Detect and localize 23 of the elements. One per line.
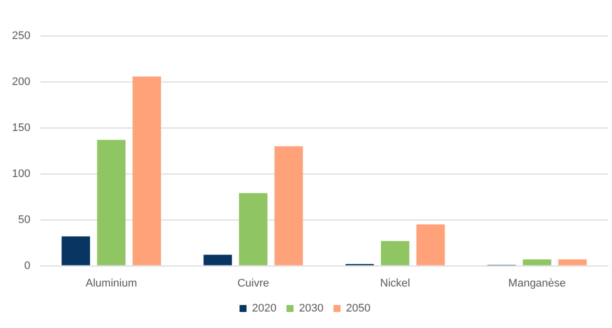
bar: [558, 259, 587, 266]
x-tick-label: Nickel: [380, 277, 410, 290]
y-tick-label: 50: [18, 214, 30, 226]
y-tick-label: 250: [12, 30, 30, 42]
x-tick-label: Manganèse: [508, 277, 566, 290]
bar: [62, 236, 90, 266]
bar: [204, 254, 232, 266]
bar: [97, 140, 126, 266]
legend-label: 2020: [252, 302, 277, 315]
y-tick-label: 100: [12, 168, 30, 180]
bar: [132, 76, 161, 266]
legend-label: 2030: [299, 302, 324, 315]
bar: [380, 240, 410, 266]
bar: [274, 146, 303, 266]
bar: [522, 259, 552, 266]
x-tick-label: Aluminium: [86, 277, 137, 290]
y-tick-label: 200: [12, 76, 30, 88]
x-tick-label: Cuivre: [237, 277, 270, 290]
bar: [239, 193, 268, 266]
legend-label: 2050: [346, 302, 370, 315]
y-tick-label: 150: [12, 122, 30, 134]
y-tick-label: 0: [24, 260, 30, 272]
bar: [416, 224, 445, 266]
